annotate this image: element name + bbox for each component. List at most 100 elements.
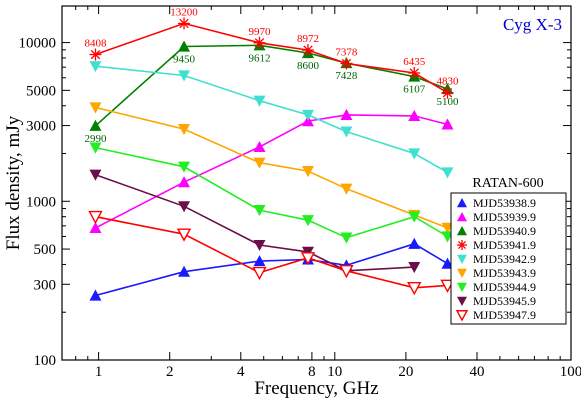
series-line	[95, 146, 448, 239]
series-mjd53942-9	[89, 61, 454, 179]
legend-marker-shape	[457, 296, 467, 306]
data-point-shape	[253, 95, 266, 107]
legend-item-mjd53944-9: MJD53944.9	[457, 280, 536, 294]
data-point	[253, 157, 266, 169]
data-label: 4830	[436, 76, 459, 88]
series-layer	[88, 17, 455, 301]
data-point-stroke	[179, 18, 189, 29]
data-point	[340, 183, 353, 195]
data-point	[178, 161, 191, 173]
data-point	[441, 167, 454, 179]
chart-title: Cyg X-3	[503, 15, 562, 34]
series-mjd53939-9	[89, 108, 454, 233]
legend-marker-shape	[457, 254, 467, 264]
data-label: 9970	[249, 26, 272, 38]
data-point-shape	[88, 210, 103, 225]
series-line	[95, 22, 448, 94]
data-point	[89, 142, 102, 154]
legend-marker	[457, 240, 467, 250]
x-tick-label: 100	[560, 364, 581, 380]
data-point-shape	[89, 169, 102, 181]
data-point	[253, 36, 266, 49]
data-point	[178, 40, 191, 52]
data-point-shape	[340, 126, 353, 138]
x-tick-label: 4	[237, 364, 245, 380]
data-point-shape	[176, 228, 192, 242]
data-label: 8972	[297, 33, 319, 45]
series-line	[95, 114, 448, 229]
data-point	[89, 119, 102, 131]
series-mjd53941-9	[89, 17, 454, 99]
data-point-stroke	[442, 88, 453, 98]
data-label: 6435	[403, 56, 426, 68]
data-label: 7378	[335, 47, 358, 59]
data-point-stroke	[254, 38, 265, 48]
annotation-layer: 8408 13200 9970 8972 7378 6435 4830 2990 9450 961…	[84, 6, 459, 144]
x-tick-label: 40	[470, 364, 485, 380]
data-point-shape	[441, 167, 454, 179]
x-tick-label: 10	[327, 364, 342, 380]
legend-item-mjd53947-9: MJD53947.9	[455, 308, 536, 322]
legend-item-mjd53938-9: MJD53938.9	[457, 196, 536, 210]
data-point-stroke	[409, 68, 419, 78]
y-tick-label: 1000	[26, 194, 56, 210]
data-point-shape	[89, 119, 102, 131]
y-tick-label: 5000	[26, 83, 56, 99]
legend-label: MJD53945.9	[473, 294, 536, 308]
legend-marker-shape	[457, 226, 467, 236]
series-line	[94, 44, 448, 127]
data-point	[253, 239, 266, 252]
legend-item-mjd53940-9: MJD53940.9	[457, 224, 536, 238]
data-point	[88, 210, 103, 225]
legend-marker	[455, 310, 469, 322]
legend-label: MJD53938.9	[473, 196, 536, 210]
data-point-shape	[178, 176, 191, 188]
data-point-shape	[89, 102, 102, 114]
data-point	[441, 222, 454, 234]
legend-label: MJD53941.9	[473, 238, 536, 252]
data-point-shape	[340, 108, 353, 121]
data-label: 5100	[436, 96, 459, 108]
data-label: 8600	[297, 60, 320, 72]
data-point-shape	[408, 109, 421, 122]
y-tick-label: 10000	[19, 36, 57, 52]
legend-label: MJD53939.9	[473, 210, 536, 224]
data-point-shape	[253, 204, 266, 217]
data-point	[408, 237, 421, 249]
data-point	[408, 66, 421, 79]
legend-marker	[457, 268, 467, 278]
data-point-shape	[178, 161, 191, 173]
legend: RATAN-600 MJD53938.9MJD53939.9MJD53940.9…	[450, 176, 567, 325]
series-mjd53943-9	[89, 102, 454, 234]
y-tick-label: 100	[34, 353, 57, 369]
legend-item-mjd53942-9: MJD53942.9	[457, 252, 536, 266]
data-point	[89, 48, 102, 61]
data-point-shape	[253, 157, 266, 169]
legend-item-mjd53939-9: MJD53939.9	[457, 210, 536, 224]
legend-marker-shape	[457, 198, 467, 208]
data-point-shape	[440, 279, 455, 293]
data-label: 6107	[403, 84, 426, 96]
data-point-stroke	[303, 45, 313, 55]
data-point-shape	[89, 142, 102, 154]
data-point	[253, 204, 266, 217]
data-point	[441, 86, 454, 99]
data-label: 9450	[173, 53, 196, 65]
data-point-shape	[178, 70, 191, 82]
legend-title: RATAN-600	[472, 176, 543, 191]
legend-label: MJD53942.9	[473, 252, 536, 266]
data-point-shape	[301, 165, 314, 178]
data-point	[408, 109, 421, 122]
legend-marker	[457, 226, 467, 236]
legend-label: MJD53940.9	[473, 224, 536, 238]
data-point	[441, 257, 454, 269]
axis-ticks: 1 2 4 8 10 20 40 100 100 300 500 1000 3000 5000 10000	[19, 6, 581, 380]
data-point	[301, 215, 314, 227]
data-point	[178, 70, 191, 82]
data-point-shape	[408, 261, 421, 274]
data-point-shape	[441, 257, 454, 269]
data-point-shape	[89, 289, 102, 301]
data-label: 8408	[84, 38, 107, 50]
series-mjd53947-9	[88, 210, 455, 296]
